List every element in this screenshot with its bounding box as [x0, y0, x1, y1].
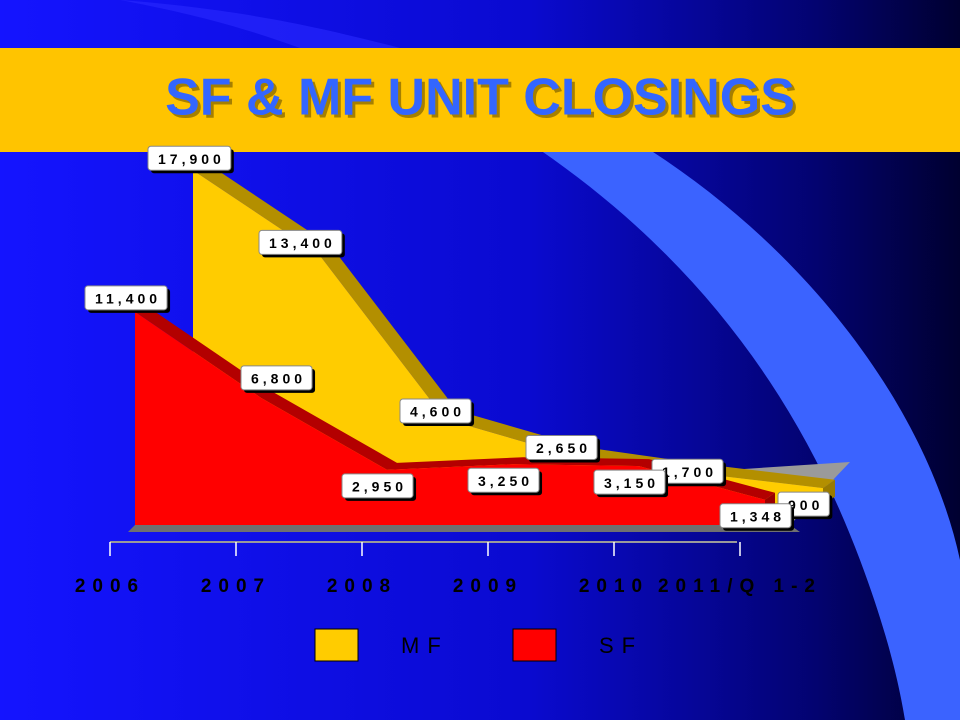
plot: 17,900 13,400 4,600 2,650 1,700 900 11,400 6,80… — [75, 145, 850, 662]
value-label-box — [84, 285, 168, 311]
value-label: 2,950 — [341, 473, 417, 501]
value-label-text: 1,700 — [662, 464, 717, 480]
value-label-text: 3,250 — [478, 473, 533, 489]
value-label: 13,400 — [258, 229, 345, 258]
chart-title: SF & MF UNIT CLOSINGS — [165, 69, 795, 127]
swoosh — [540, 150, 960, 720]
value-label: 1,700 — [651, 458, 727, 487]
value-label-box — [525, 434, 598, 460]
floor-edge — [128, 525, 800, 532]
value-label-text: 4,600 — [410, 404, 465, 420]
x-tick-label: 2008 — [327, 576, 397, 597]
value-label-text: 2,950 — [352, 479, 407, 495]
value-label-text: 2,650 — [536, 440, 591, 456]
value-label: 17,900 — [147, 145, 234, 174]
value-label-box — [341, 473, 414, 499]
value-label-text: 900 — [788, 497, 823, 513]
legend-label: MF — [401, 633, 449, 658]
value-label-text: 17,900 — [158, 151, 225, 167]
x-tick-label: 2010 — [579, 576, 649, 597]
legend-swatch — [314, 628, 359, 662]
value-label: 6,800 — [240, 365, 316, 393]
value-label: 2,650 — [525, 434, 601, 463]
value-label-box — [719, 503, 792, 529]
value-label-text: 11,400 — [95, 291, 161, 307]
value-label-text: 13,400 — [269, 235, 336, 251]
value-label: 11,400 — [84, 285, 171, 313]
value-label-box — [467, 467, 540, 493]
value-label-text: 1,348 — [730, 508, 785, 524]
value-label: 3,150 — [593, 469, 669, 498]
value-label-box — [147, 145, 232, 171]
swoosh-top — [120, 0, 400, 48]
x-tick-label: 2007 — [201, 576, 271, 597]
value-label-box — [593, 469, 666, 495]
x-tick-label: 2009 — [453, 576, 523, 597]
value-label-text: 6,800 — [251, 371, 306, 387]
value-label-text: 3,150 — [604, 475, 659, 491]
legend-label: SF — [599, 633, 643, 658]
x-tick-label: 2011/Q 1-2 — [658, 576, 822, 597]
value-label-box — [240, 365, 313, 391]
legend-swatch — [512, 628, 557, 662]
value-label: 4,600 — [399, 398, 475, 426]
value-label-box — [258, 229, 343, 255]
value-label: 1,348 — [719, 503, 795, 531]
value-label-box — [399, 398, 472, 424]
title-band — [0, 48, 960, 152]
area — [193, 170, 823, 505]
x-tick-label: 2006 — [75, 576, 145, 597]
value-label: 3,250 — [467, 467, 543, 496]
title-shadow: SF & MF UNIT CLOSINGS — [168, 72, 798, 130]
